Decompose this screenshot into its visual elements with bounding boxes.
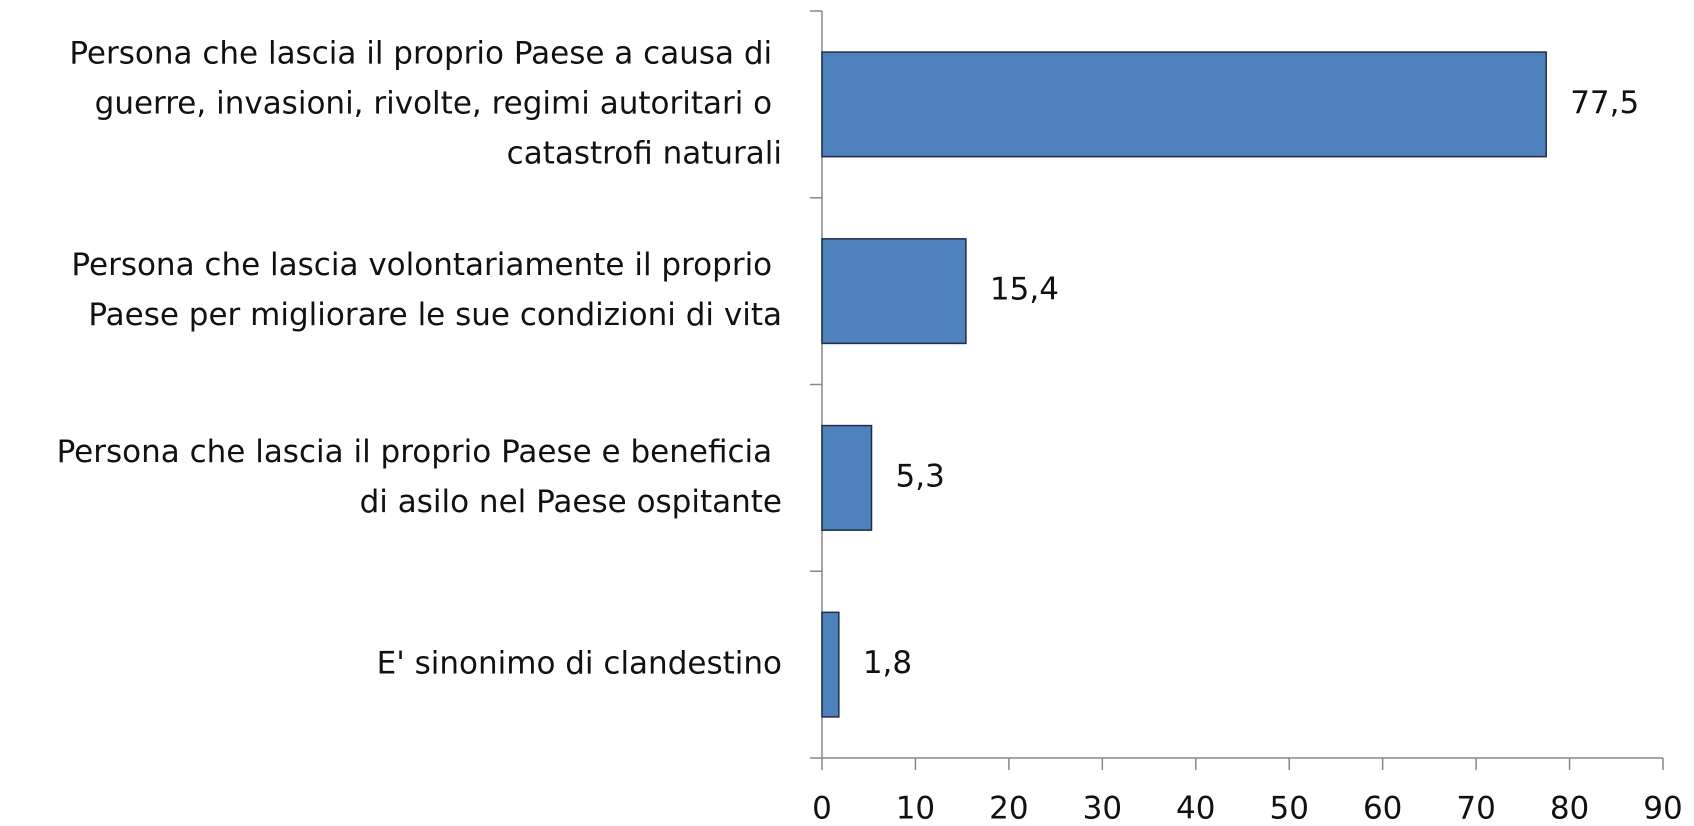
x-tick-label: 30	[1083, 791, 1122, 826]
bar	[821, 424, 873, 531]
x-tick-label: 50	[1269, 791, 1308, 826]
x-tick-label: 40	[1176, 791, 1215, 826]
category-label-line: Paese per migliorare le sue condizioni d…	[88, 297, 782, 333]
category-label-line: di asilo nel Paese ospitante	[360, 483, 782, 519]
bar	[821, 51, 1547, 158]
x-tick-label: 80	[1550, 791, 1589, 826]
category-label: E' sinonimo di clandestino	[377, 645, 782, 681]
x-tick-label: 90	[1643, 791, 1682, 826]
value-label: 15,4	[990, 272, 1059, 308]
category-label: Persona che lascia volontariamente il pr…	[71, 247, 782, 333]
category-label-line: Persona che lascia il proprio Paese a ca…	[69, 35, 782, 71]
x-tick-label: 70	[1456, 791, 1495, 826]
value-label: 77,5	[1570, 85, 1639, 121]
x-tick-label: 20	[989, 791, 1028, 826]
bar	[821, 611, 840, 718]
category-label-line: Persona che lascia volontariamente il pr…	[71, 247, 782, 283]
value-label: 5,3	[896, 458, 945, 494]
bar	[821, 238, 967, 345]
value-label: 1,8	[863, 645, 912, 681]
category-label-line: Persona che lascia il proprio Paese e be…	[57, 433, 782, 469]
category-label: Persona che lascia il proprio Paese e be…	[57, 433, 782, 519]
category-label-line: E' sinonimo di clandestino	[377, 645, 782, 681]
x-tick-label: 0	[812, 791, 832, 826]
x-tick-label: 10	[896, 791, 935, 826]
category-label: Persona che lascia il proprio Paese a ca…	[69, 35, 782, 171]
x-tick-label: 60	[1363, 791, 1402, 826]
category-label-line: catastrofi naturali	[507, 135, 782, 171]
category-label-line: guerre, invasioni, rivolte, regimi autor…	[95, 85, 782, 121]
